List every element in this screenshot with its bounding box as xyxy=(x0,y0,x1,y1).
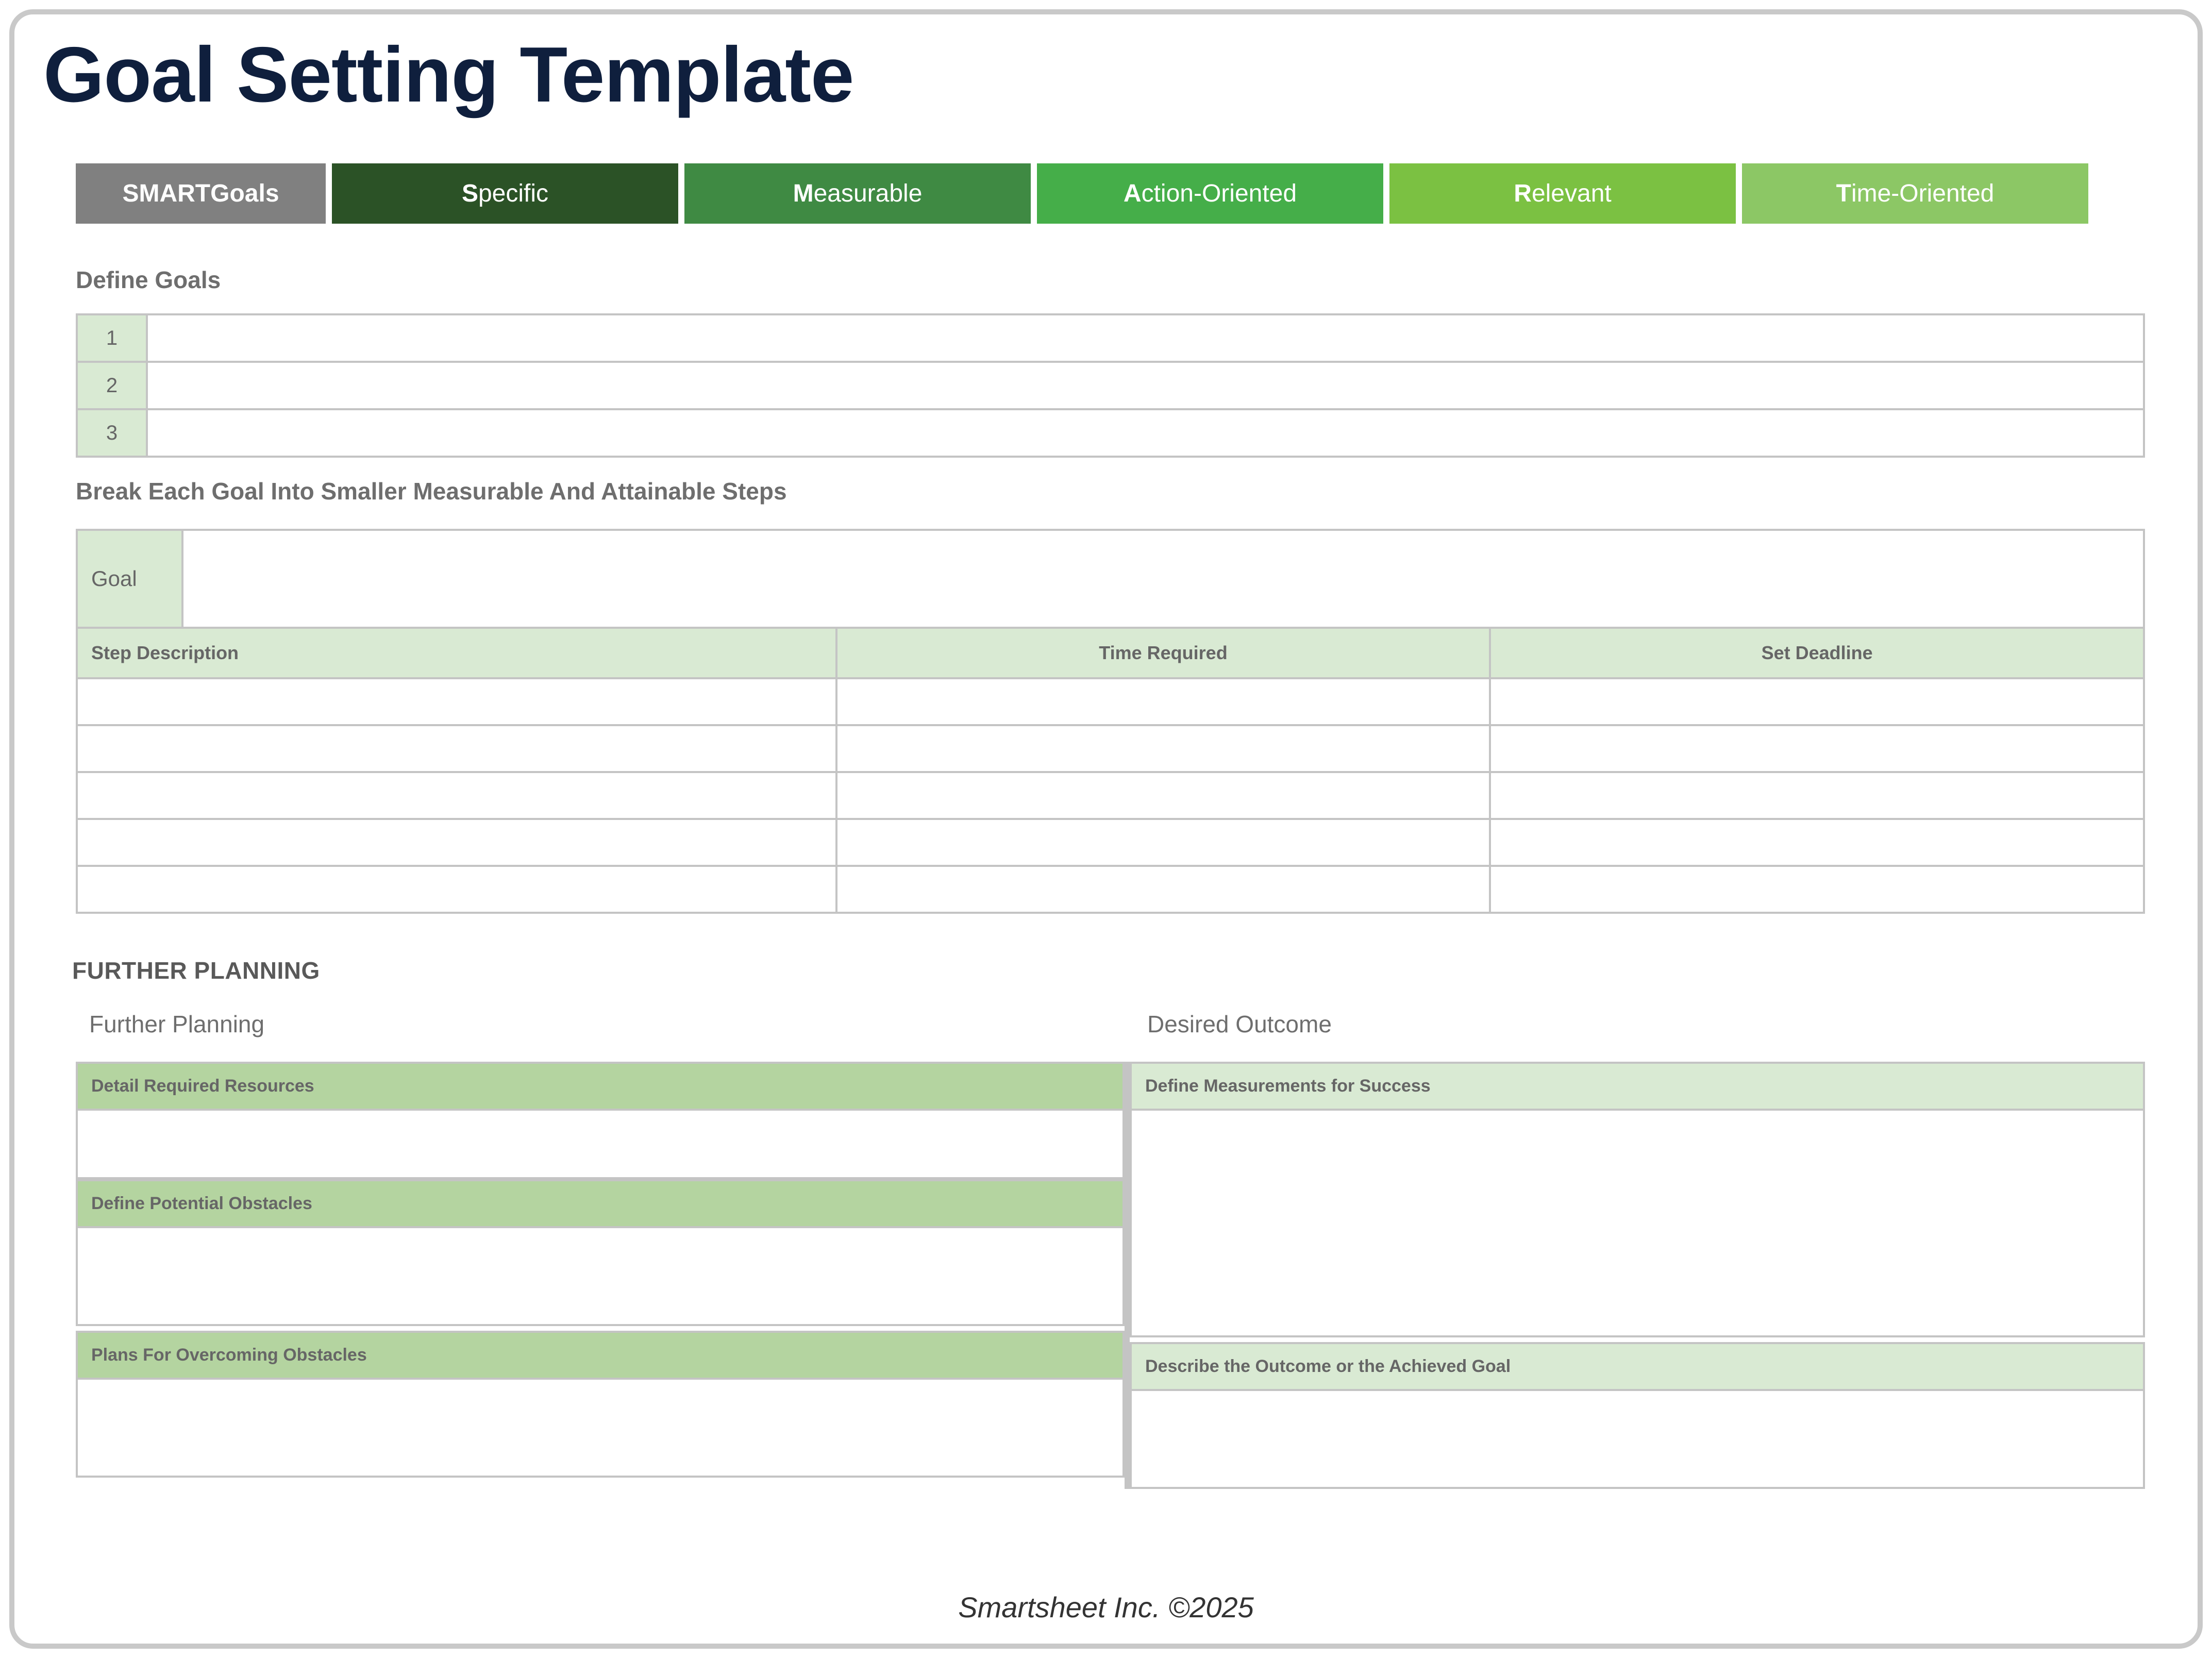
define-measurements-for-success-field[interactable] xyxy=(1130,1111,2145,1337)
cell-set-deadline[interactable] xyxy=(1489,677,2145,726)
detail-required-resources-field[interactable] xyxy=(76,1111,1125,1179)
further-planning-left-column: Further Planning Detail Required Resourc… xyxy=(76,1010,1125,1489)
tab-measurable-lead: M xyxy=(793,180,814,207)
cell-set-deadline[interactable] xyxy=(1489,724,2145,773)
cell-time-required[interactable] xyxy=(835,724,1492,773)
tab-time-oriented-lead: T xyxy=(1836,180,1851,207)
cell-step-description[interactable] xyxy=(76,865,837,914)
further-planning-spacer xyxy=(76,1326,1125,1331)
tab-measurable-rest: easurable xyxy=(813,180,923,207)
further-planning-right-column: Desired Outcome Define Measurements for … xyxy=(1130,1010,2145,1489)
tab-specific-rest: pecific xyxy=(478,180,549,207)
steps-row xyxy=(76,818,2145,867)
goal-number-1: 1 xyxy=(76,313,148,363)
page-title: Goal Setting Template xyxy=(43,31,854,119)
plans-for-overcoming-obstacles-header: Plans For Overcoming Obstacles xyxy=(76,1331,1125,1380)
define-potential-obstacles-field[interactable] xyxy=(76,1228,1125,1326)
steps-goal-label: Goal xyxy=(76,529,183,629)
column-header-step-description: Step Description xyxy=(76,627,837,679)
define-measurements-for-success-header: Define Measurements for Success xyxy=(1130,1062,2145,1111)
cell-time-required[interactable] xyxy=(835,771,1492,820)
cell-step-description[interactable] xyxy=(76,771,837,820)
tab-smart-goals-lead: SMART xyxy=(122,180,211,207)
further-planning-divider xyxy=(1125,1062,1130,1489)
detail-required-resources-header: Detail Required Resources xyxy=(76,1062,1125,1111)
define-goal-row-3: 3 xyxy=(76,408,2145,458)
tab-relevant-rest: elevant xyxy=(1531,180,1612,207)
cell-time-required[interactable] xyxy=(835,818,1492,867)
cell-set-deadline[interactable] xyxy=(1489,865,2145,914)
further-planning-column-title: Further Planning xyxy=(89,1011,265,1037)
plans-for-overcoming-obstacles-field[interactable] xyxy=(76,1380,1125,1478)
footer-copyright: Smartsheet Inc. ©2025 xyxy=(958,1591,1254,1623)
steps-header-row: Step Description Time Required Set Deadl… xyxy=(76,627,2145,679)
cell-time-required[interactable] xyxy=(835,677,1492,726)
define-goal-row-2: 2 xyxy=(76,361,2145,410)
column-header-set-deadline: Set Deadline xyxy=(1489,627,2145,679)
steps-row xyxy=(76,677,2145,726)
define-goals-table: 1 2 3 xyxy=(76,313,2145,458)
tab-smart-goals-rest: Goals xyxy=(210,180,279,207)
cell-time-required[interactable] xyxy=(835,865,1492,914)
define-goal-row-1: 1 xyxy=(76,313,2145,363)
define-goals-label: Define Goals xyxy=(76,266,221,293)
describe-outcome-field[interactable] xyxy=(1130,1391,2145,1489)
tab-action-oriented-rest: ction-Oriented xyxy=(1141,180,1297,207)
further-planning-heading: FURTHER PLANNING xyxy=(72,957,320,984)
steps-goal-row: Goal xyxy=(76,529,2145,629)
desired-outcome-column-title: Desired Outcome xyxy=(1147,1011,1332,1037)
cell-step-description[interactable] xyxy=(76,818,837,867)
tab-relevant-lead: R xyxy=(1514,180,1532,207)
tab-time-oriented-rest: ime-Oriented xyxy=(1851,180,1995,207)
tab-action-oriented-lead: A xyxy=(1123,180,1142,207)
goal-input-3[interactable] xyxy=(148,408,2145,458)
goal-number-2: 2 xyxy=(76,361,148,410)
cell-set-deadline[interactable] xyxy=(1489,771,2145,820)
goal-number-3: 3 xyxy=(76,408,148,458)
column-header-time-required: Time Required xyxy=(835,627,1492,679)
define-potential-obstacles-header: Define Potential Obstacles xyxy=(76,1179,1125,1228)
cell-step-description[interactable] xyxy=(76,677,837,726)
steps-goal-value[interactable] xyxy=(181,529,2145,629)
steps-table: Goal Step Description Time Required Set … xyxy=(76,529,2145,914)
break-goals-label: Break Each Goal Into Smaller Measurable … xyxy=(76,478,787,505)
further-planning-grid: Further Planning Detail Required Resourc… xyxy=(76,1010,2145,1489)
cell-set-deadline[interactable] xyxy=(1489,818,2145,867)
steps-row xyxy=(76,724,2145,773)
steps-row xyxy=(76,865,2145,914)
goal-input-2[interactable] xyxy=(148,361,2145,410)
cell-step-description[interactable] xyxy=(76,724,837,773)
steps-row xyxy=(76,771,2145,820)
describe-outcome-header: Describe the Outcome or the Achieved Goa… xyxy=(1130,1342,2145,1391)
desired-outcome-spacer xyxy=(1130,1337,2145,1342)
goal-input-1[interactable] xyxy=(148,313,2145,363)
tab-smart-goals[interactable]: SMART Goals xyxy=(76,163,326,224)
tab-specific-lead: S xyxy=(461,180,478,207)
